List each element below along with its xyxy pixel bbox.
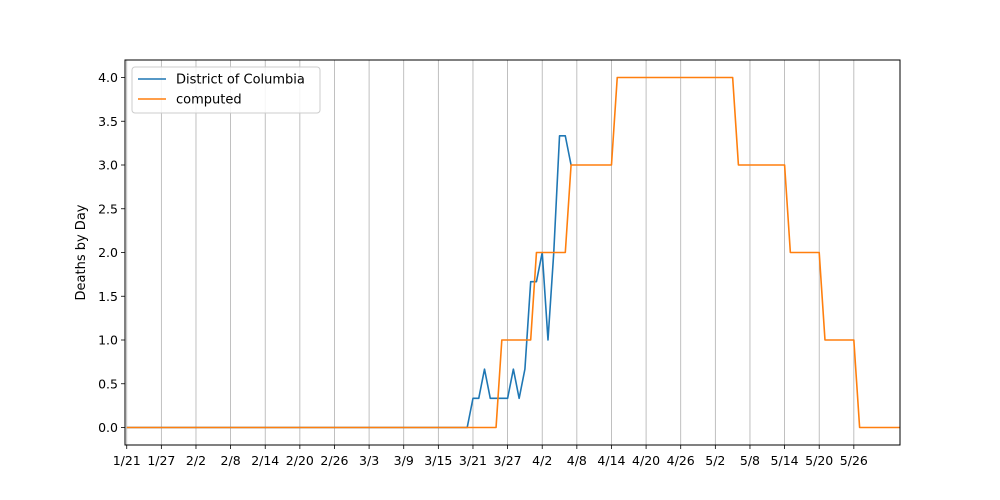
- y-axis-ticks: 0.0 0.5 1.0 1.5 2.0 2.5 3.0 3.5 4.0: [98, 70, 125, 435]
- legend-label-0: District of Columbia: [176, 73, 305, 88]
- x-tick-label: 4/2: [532, 453, 552, 468]
- x-axis-ticks: 1/21 1/27 2/2 2/8 2/14 2/20 2/26 3/3 3/9 3/15 3/21…: [113, 445, 868, 468]
- legend: District of Columbia computed: [131, 66, 321, 114]
- legend-label-1: computed: [176, 93, 242, 108]
- x-tick-label: 4/20: [632, 453, 660, 468]
- y-tick-label: 0.0: [98, 420, 118, 435]
- y-tick-label: 3.0: [98, 158, 118, 173]
- x-tick-label: 1/27: [147, 453, 175, 468]
- x-tick-label: 2/2: [186, 453, 206, 468]
- x-tick-label: 3/3: [359, 453, 379, 468]
- x-tick-label: 3/15: [424, 453, 452, 468]
- y-tick-label: 3.5: [98, 114, 118, 129]
- x-tick-label: 5/26: [840, 453, 868, 468]
- y-tick-label: 0.5: [98, 376, 118, 391]
- y-tick-label: 4.0: [98, 70, 118, 85]
- x-tick-label: 2/20: [286, 453, 314, 468]
- legend-box: [131, 66, 321, 114]
- x-tick-label: 4/8: [567, 453, 587, 468]
- y-tick-label: 2.0: [98, 245, 118, 260]
- series-line-0: [126, 135, 572, 429]
- series-line-1: [126, 76, 900, 429]
- x-tick-label: 3/21: [459, 453, 487, 468]
- grid-lines: [126, 60, 855, 445]
- y-axis-label: Deaths by Day: [74, 204, 89, 300]
- x-tick-label: 3/9: [394, 453, 414, 468]
- x-tick-label: 4/26: [667, 453, 695, 468]
- y-tick-label: 1.0: [98, 333, 118, 348]
- x-tick-label: 2/14: [251, 453, 279, 468]
- x-tick-label: 5/2: [705, 453, 725, 468]
- x-tick-label: 3/27: [494, 453, 522, 468]
- x-tick-label: 5/20: [805, 453, 833, 468]
- series-lines: [126, 76, 900, 429]
- x-tick-label: 1/21: [113, 453, 141, 468]
- y-tick-label: 1.5: [98, 289, 118, 304]
- x-tick-label: 2/26: [320, 453, 348, 468]
- x-tick-label: 4/14: [597, 453, 625, 468]
- y-tick-label: 2.5: [98, 201, 118, 216]
- x-tick-label: 5/8: [740, 453, 760, 468]
- x-tick-label: 5/14: [771, 453, 799, 468]
- x-tick-label: 2/8: [221, 453, 241, 468]
- plot-frame: [124, 59, 901, 446]
